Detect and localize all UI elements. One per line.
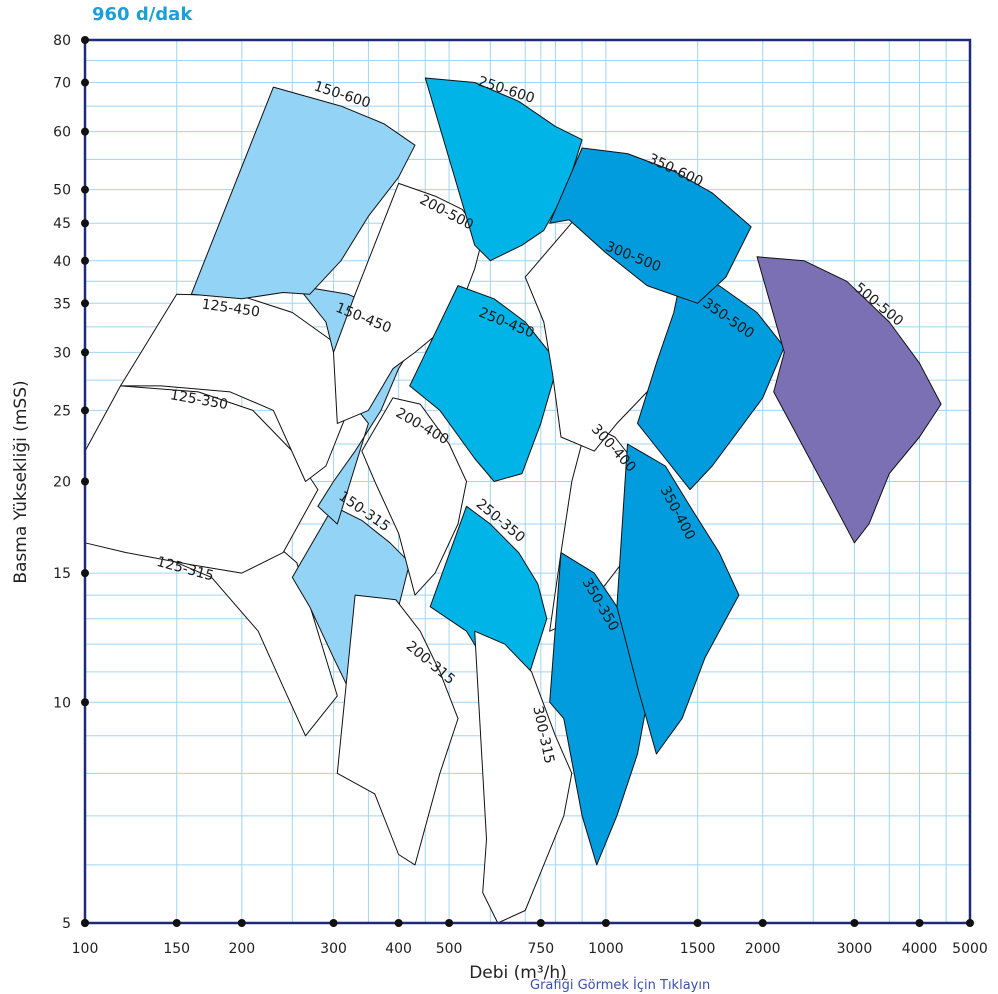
x-tick-label: 4000	[902, 941, 938, 957]
y-tick-label: 30	[53, 345, 71, 361]
x-tick-dot	[445, 919, 454, 927]
y-tick-dot	[81, 219, 89, 228]
y-tick-label: 80	[53, 33, 71, 49]
x-tick-dot	[394, 919, 403, 927]
y-tick-label: 35	[53, 296, 71, 312]
speed-label: 960 d/dak	[92, 4, 193, 25]
y-tick-label: 40	[53, 254, 71, 270]
x-tick-dot	[172, 919, 181, 927]
x-tick-label: 1000	[588, 941, 624, 957]
x-tick-label: 300	[320, 941, 347, 957]
x-tick-label: 2000	[745, 941, 781, 957]
pump-region-250-450[interactable]	[409, 285, 559, 482]
pump-region-350-400[interactable]	[616, 443, 740, 755]
x-axis-title: Debi (m³/h)	[469, 963, 567, 983]
x-tick-dot	[966, 919, 974, 927]
y-tick-label: 10	[53, 695, 71, 711]
pump-region-500-500[interactable]	[756, 256, 942, 544]
x-tick-label: 750	[527, 941, 554, 957]
y-tick-label: 45	[53, 216, 71, 232]
x-tick-dot	[915, 919, 924, 927]
x-tick-dot	[237, 919, 246, 927]
x-tick-label: 3000	[837, 941, 873, 957]
y-tick-dot	[81, 299, 89, 308]
pump-region-200-400[interactable]	[361, 397, 467, 596]
x-tick-dot	[693, 919, 702, 927]
x-tick-label: 200	[228, 941, 255, 957]
x-tick-label: 400	[385, 941, 412, 957]
y-tick-dot	[81, 78, 89, 87]
pump-region-350-500[interactable]	[637, 272, 785, 491]
y-tick-label: 70	[53, 76, 71, 92]
pump-region-125-450[interactable]	[120, 293, 366, 482]
footer-text[interactable]: Grafiği Görmek İçin Tıklayın	[530, 978, 711, 993]
y-tick-label: 25	[53, 403, 71, 419]
x-tick-dot	[850, 919, 859, 927]
pump-regions	[84, 77, 942, 924]
pump-region-150-600[interactable]	[190, 86, 416, 300]
y-tick-dot	[81, 477, 89, 486]
x-tick-dot	[601, 919, 610, 927]
y-tick-label: 50	[53, 183, 71, 199]
y-tick-dot	[81, 185, 89, 194]
y-tick-dot	[81, 256, 89, 265]
x-tick-label: 5000	[952, 941, 988, 957]
y-tick-label: 60	[53, 125, 71, 141]
y-tick-dot	[81, 698, 89, 707]
y-tick-dot	[81, 406, 89, 415]
x-tick-label: 100	[72, 941, 99, 957]
x-tick-label: 1500	[680, 941, 716, 957]
pump-region-350-600[interactable]	[549, 147, 752, 304]
y-axis-title: Basma Yüksekliği (mSS)	[11, 380, 31, 583]
y-tick-dot	[81, 348, 89, 357]
y-tick-dot	[81, 36, 89, 44]
y-tick-label: 15	[53, 566, 71, 582]
y-tick-dot	[81, 569, 89, 578]
y-tick-dot	[81, 919, 89, 927]
pump-region-200-315[interactable]	[336, 594, 459, 866]
axes: 100 150 200 300 400 500 750 1000 1500 2000 3000 400…	[53, 33, 988, 957]
y-tick-dot	[81, 127, 89, 136]
x-tick-label: 150	[163, 941, 190, 957]
x-tick-dot	[329, 919, 338, 927]
pump-region-300-315[interactable]	[474, 630, 573, 924]
x-tick-label: 500	[436, 941, 463, 957]
y-tick-label: 20	[53, 475, 71, 491]
y-tick-label: 5	[62, 916, 71, 932]
x-tick-dot	[536, 919, 545, 927]
x-tick-dot	[758, 919, 767, 927]
